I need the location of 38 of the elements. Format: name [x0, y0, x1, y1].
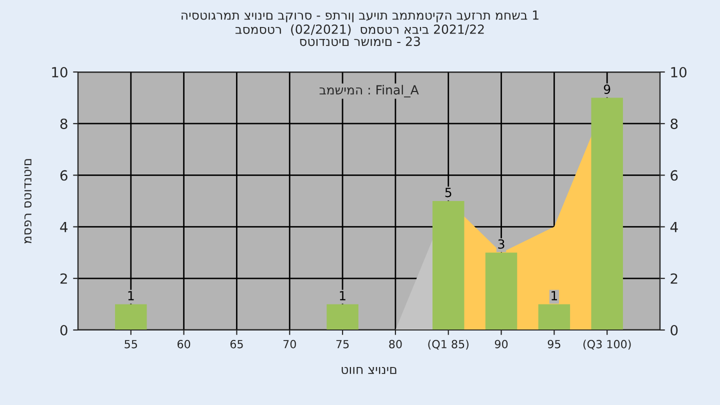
x-tick-label: 65 — [230, 340, 243, 348]
bar — [115, 304, 147, 330]
data-label: 1 — [340, 291, 346, 300]
data-label: 5 — [445, 188, 452, 198]
data-label: 9 — [604, 84, 610, 94]
data-label: 3 — [498, 239, 504, 249]
x-tick-label: 70 — [283, 340, 296, 348]
x-tick-label: (Q3 100) — [583, 340, 631, 350]
y-tick-label: 4 — [60, 222, 68, 232]
annotation: במשימה : Final_A — [320, 84, 419, 98]
y-tick-label: 6 — [60, 170, 68, 181]
bar — [326, 304, 358, 330]
x-axis-title: טווח ציונים — [342, 366, 396, 374]
chart-subtitle: בסמסטר (02/2021) סמסטר אביב 2021/22 סטודנטים רשומים - 23 — [236, 24, 484, 46]
x-tick-label: 75 — [336, 340, 349, 348]
y2-tick-label: 2 — [670, 273, 678, 284]
x-tick-label: 90 — [494, 340, 508, 348]
y-tick-label: 10 — [52, 66, 68, 78]
bar — [538, 304, 570, 330]
y2-tick-label: 0 — [670, 324, 678, 336]
bar — [591, 98, 623, 330]
x-tick-label: 95 — [548, 340, 560, 348]
x-tick-label: 80 — [389, 340, 402, 348]
y2-tick-label: 6 — [670, 170, 678, 181]
bar — [485, 252, 518, 330]
x-tick-label: 55 — [124, 340, 138, 348]
y2-tick-label: 8 — [670, 118, 678, 130]
x-tick-label: (Q1 85) — [428, 340, 468, 350]
data-label: 1 — [552, 291, 558, 300]
y-tick-label: 8 — [60, 118, 68, 130]
y-tick-label: 0 — [60, 324, 68, 336]
chart-title: היסטוגרמת ציונים בקורס - פתרון בעיות במתמטיקה בעזרת מחשב 1 — [182, 10, 538, 22]
y-tick-label: 2 — [60, 273, 67, 284]
y2-tick-label: 10 — [671, 66, 686, 78]
data-label: 1 — [128, 291, 134, 300]
x-tick-label: 60 — [178, 340, 190, 348]
y-axis-title: מספר סטודנטים — [24, 159, 32, 244]
y2-tick-label: 4 — [670, 222, 678, 232]
